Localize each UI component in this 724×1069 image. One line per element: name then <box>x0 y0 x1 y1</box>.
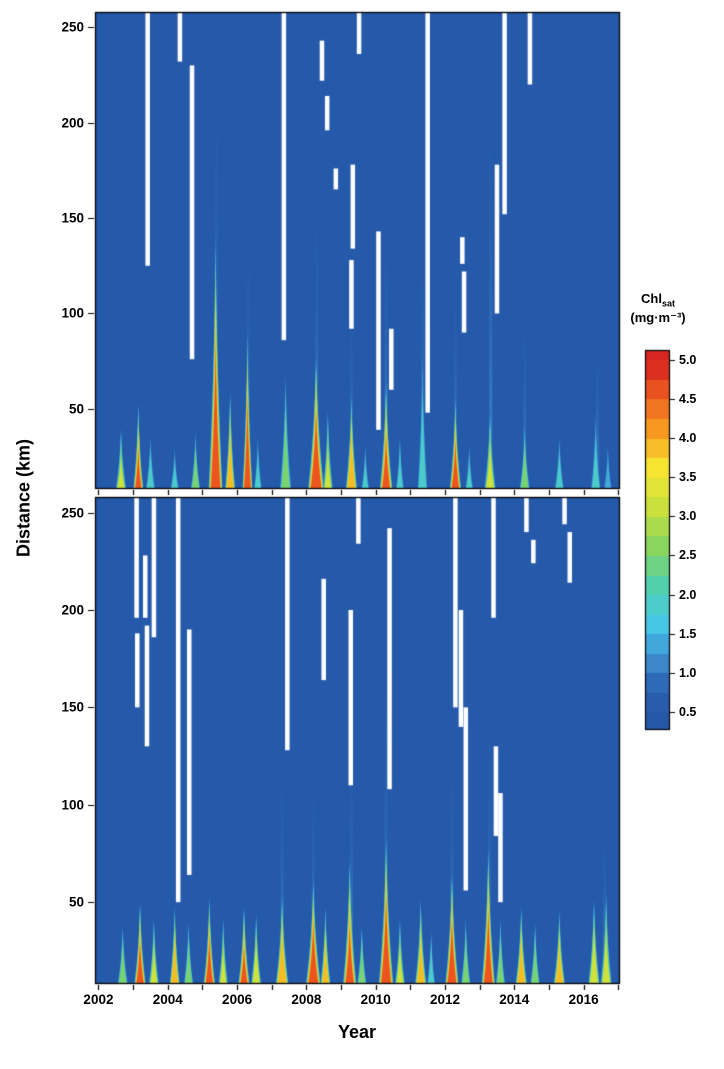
x-tick-label: 2006 <box>222 992 253 1007</box>
colorbar-tick-label: 1.0 <box>679 665 697 680</box>
y-axis-label: Distance (km) <box>13 438 34 558</box>
x-tick-label: 2014 <box>499 992 530 1007</box>
y-tick-label: 200 <box>61 115 84 131</box>
colorbar-units: (mg·m⁻³) <box>630 310 686 326</box>
colorbar-tick-label: 2.0 <box>679 587 697 602</box>
colorbar-tick-label: 0.5 <box>679 704 697 719</box>
y-tick-label: 250 <box>61 505 84 521</box>
colorbar-title-line1: Chlsat <box>630 291 685 310</box>
colorbar-tick-label: 1.5 <box>679 626 697 641</box>
x-tick-label: 2010 <box>360 992 391 1007</box>
x-tick-label: 2004 <box>152 992 183 1007</box>
y-tick-label: 200 <box>61 602 84 618</box>
colorbar-tick-label: 5.0 <box>679 352 697 367</box>
y-tick-label: 100 <box>61 797 84 813</box>
colorbar-tick-label: 3.5 <box>679 470 697 485</box>
colorbar-title-main: Chl <box>641 291 662 306</box>
y-tick-label: 250 <box>61 19 84 35</box>
y-tick-label: 100 <box>61 305 84 321</box>
colorbar-tick-label: 4.0 <box>679 431 697 446</box>
y-tick-label: 50 <box>68 894 84 910</box>
x-tick-label: 2008 <box>291 992 322 1007</box>
y-tick-label: 150 <box>61 210 84 226</box>
x-tick-label: 2016 <box>568 992 599 1007</box>
colorbar-title: Chlsat (mg·m⁻³) <box>630 291 685 327</box>
colorbar-tick-label: 4.5 <box>679 391 697 406</box>
y-tick-label: 50 <box>68 401 84 417</box>
y-tick-label: 150 <box>61 699 84 715</box>
colorbar-title-sub: sat <box>661 298 675 309</box>
colorbar-tick-label: 2.5 <box>679 548 697 563</box>
colorbar-tick-label: 3.0 <box>679 509 697 524</box>
x-axis-label: Year <box>337 1022 377 1042</box>
x-tick-label: 2002 <box>83 992 114 1007</box>
x-tick-label: 2012 <box>429 992 461 1007</box>
